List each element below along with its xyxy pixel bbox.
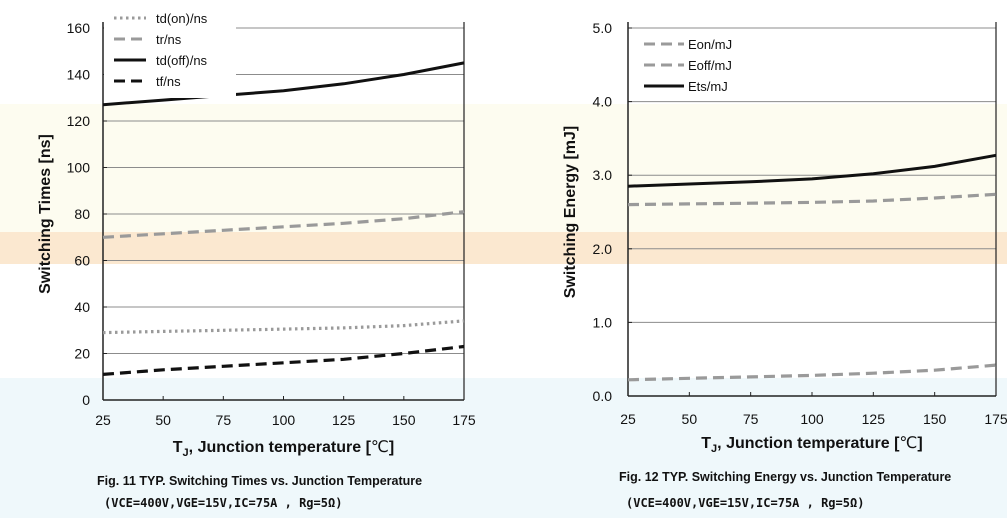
series-line-2 xyxy=(627,192,997,207)
y-axis-title: Switching Times [ns] xyxy=(37,134,54,294)
x-tick-label: 150 xyxy=(923,411,947,427)
series-line-4 xyxy=(102,344,465,376)
legend-label: tf/ns xyxy=(156,74,181,89)
y-tick-label: 140 xyxy=(67,67,91,83)
fig12-caption: Fig. 12 TYP. Switching Energy vs. Juncti… xyxy=(619,470,952,484)
legend-label: Ets/mJ xyxy=(688,79,728,94)
series-line-3 xyxy=(627,153,997,188)
series-line-1 xyxy=(102,319,465,335)
x-tick-label: 50 xyxy=(682,411,698,427)
x-tick-label: 75 xyxy=(216,412,232,428)
y-tick-label: 40 xyxy=(74,299,90,315)
y-axis-title: Switching Energy [mJ] xyxy=(562,126,579,298)
x-tick-label: 125 xyxy=(332,412,356,428)
y-tick-label: 1.0 xyxy=(593,314,613,330)
y-tick-label: 60 xyxy=(74,253,90,269)
legend-label: Eoff/mJ xyxy=(688,58,732,73)
y-tick-label: 3.0 xyxy=(593,167,613,183)
legend-label: td(on)/ns xyxy=(156,11,208,26)
y-tick-label: 100 xyxy=(67,160,91,176)
x-tick-label: 25 xyxy=(95,412,111,428)
series-line-2 xyxy=(102,210,465,239)
x-tick-label: 75 xyxy=(743,411,759,427)
y-tick-label: 20 xyxy=(74,346,90,362)
legend-label: td(off)/ns xyxy=(156,53,208,68)
fig11-caption: Fig. 11 TYP. Switching Times vs. Junctio… xyxy=(97,474,423,488)
y-tick-label: 160 xyxy=(67,20,91,36)
y-tick-label: 120 xyxy=(67,113,91,129)
highlight-band-middle xyxy=(0,232,1007,264)
y-tick-label: 5.0 xyxy=(593,20,613,36)
x-tick-label: 100 xyxy=(272,412,296,428)
chart-1: 0 20 40 60 80 100 120 140 160 25 50 75 100 125 150 175 T… xyxy=(37,10,476,459)
x-tick-label: 150 xyxy=(392,412,416,428)
y-tick-label: 0.0 xyxy=(593,388,613,404)
y-tick-label: 4.0 xyxy=(593,94,613,110)
y-tick-label: 2.0 xyxy=(593,241,613,257)
x-tick-label: 175 xyxy=(984,411,1007,427)
x-tick-label: 100 xyxy=(800,411,824,427)
x-axis-title: TJ, Junction temperature [℃] xyxy=(701,435,922,455)
fig12-conditions: (VCE=400V,VGE=15V,IC=75A , Rg=5Ω) xyxy=(626,496,865,510)
x-tick-label: 175 xyxy=(452,412,476,428)
x-tick-label: 125 xyxy=(862,411,886,427)
fig11-conditions: (VCE=400V,VGE=15V,IC=75A , Rg=5Ω) xyxy=(104,496,343,510)
x-tick-label: 50 xyxy=(155,412,171,428)
y-tick-label: 80 xyxy=(74,206,90,222)
y-tick-label: 0 xyxy=(82,392,90,408)
chart-2: 0.0 1.0 2.0 3.0 4.0 5.0 25 50 75 100 125 150 175 TJ, … xyxy=(562,20,1007,455)
series-line-1 xyxy=(627,363,997,382)
x-tick-label: 25 xyxy=(620,411,636,427)
legend-label: tr/ns xyxy=(156,32,182,47)
legend-box xyxy=(104,10,236,98)
highlight-band-bottom xyxy=(0,378,1007,518)
x-axis-title: TJ, Junction temperature [℃] xyxy=(173,439,394,459)
legend-label: Eon/mJ xyxy=(688,37,732,52)
series-line-3 xyxy=(102,61,465,107)
